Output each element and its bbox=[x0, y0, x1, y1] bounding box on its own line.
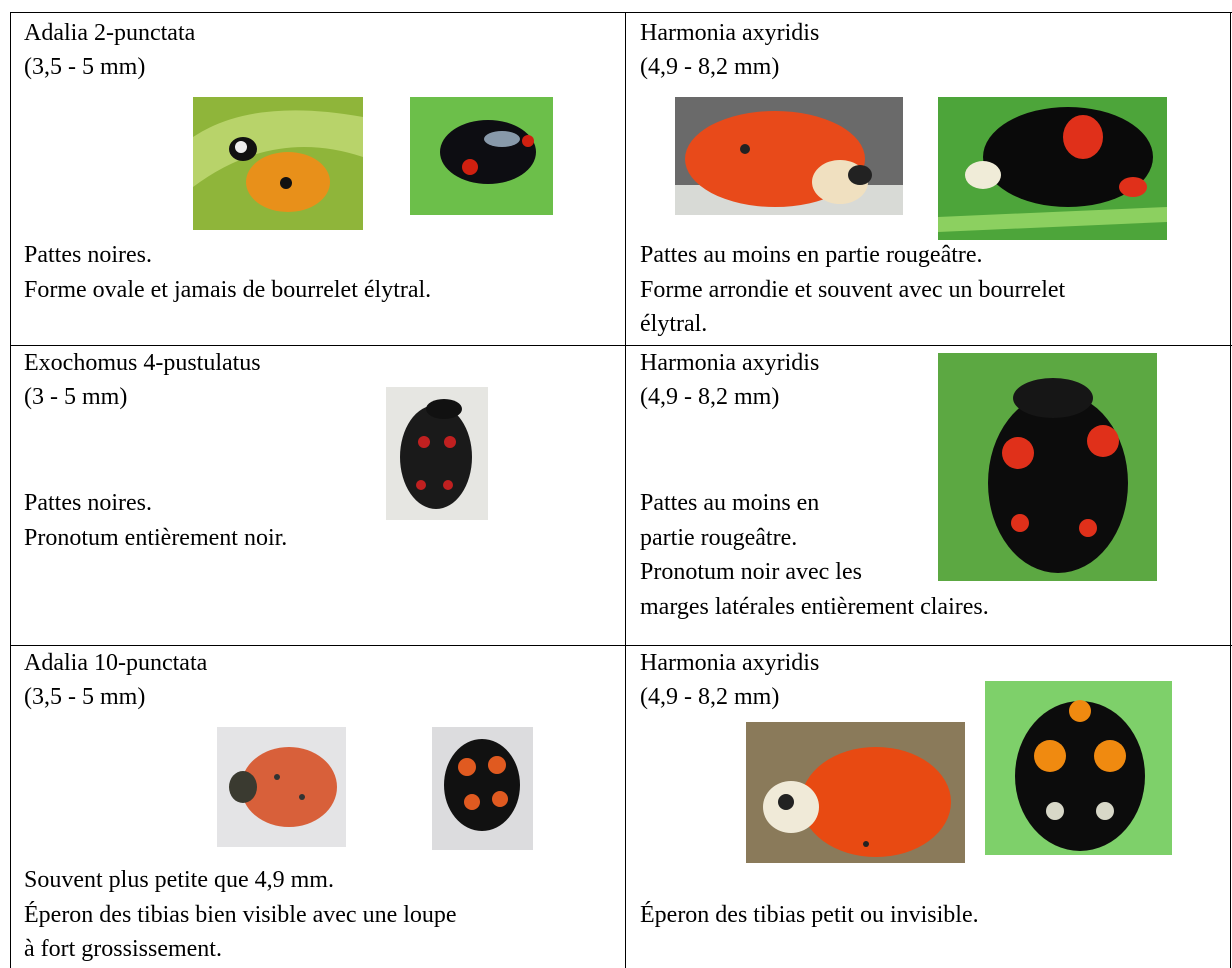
species-size: (3,5 - 5 mm) bbox=[24, 54, 146, 80]
description-line: Pattes au moins en bbox=[640, 490, 820, 516]
column-divider bbox=[625, 12, 626, 968]
species-size: (3 - 5 mm) bbox=[24, 384, 128, 410]
species-size: (4,9 - 8,2 mm) bbox=[640, 54, 780, 80]
photo bbox=[193, 97, 363, 230]
description-line: élytral. bbox=[640, 311, 708, 337]
species-size: (4,9 - 8,2 mm) bbox=[640, 384, 780, 410]
description-line: Souvent plus petite que 4,9 mm. bbox=[24, 867, 334, 893]
species-name: Adalia 2-punctata bbox=[24, 20, 196, 46]
description-line: Pattes noires. bbox=[24, 242, 152, 268]
species-name: Exochomus 4-pustulatus bbox=[24, 350, 261, 376]
photo bbox=[410, 97, 553, 215]
table-border bbox=[1230, 12, 1231, 968]
row-divider bbox=[10, 645, 1232, 646]
description-line: Éperon des tibias bien visible avec une … bbox=[24, 901, 457, 928]
species-name: Harmonia axyridis bbox=[640, 350, 820, 376]
photo bbox=[432, 727, 533, 850]
species-name: Harmonia axyridis bbox=[640, 650, 820, 676]
description-line: Forme ovale et jamais de bourrelet élytr… bbox=[24, 276, 432, 303]
photo bbox=[985, 681, 1172, 855]
row-divider bbox=[10, 345, 1232, 346]
photo bbox=[938, 97, 1167, 240]
species-name: Adalia 10-punctata bbox=[24, 650, 208, 676]
table-border bbox=[10, 12, 1232, 13]
photo bbox=[386, 387, 488, 520]
description-line: Pattes au moins en partie rougeâtre. bbox=[640, 242, 983, 268]
species-name: Harmonia axyridis bbox=[640, 20, 820, 46]
table-border bbox=[10, 12, 11, 968]
species-size: (4,9 - 8,2 mm) bbox=[640, 684, 780, 710]
description-line: partie rougeâtre. bbox=[640, 524, 798, 551]
photo bbox=[675, 97, 903, 215]
description-line: Éperon des tibias petit ou invisible. bbox=[640, 902, 979, 928]
description-line: Pattes noires. bbox=[24, 490, 152, 516]
species-size: (3,5 - 5 mm) bbox=[24, 684, 146, 710]
description-line: Pronotum entièrement noir. bbox=[24, 524, 288, 551]
photo bbox=[746, 722, 965, 863]
description-line: à fort grossissement. bbox=[24, 936, 222, 962]
photo bbox=[217, 727, 346, 847]
description-line: Forme arrondie et souvent avec un bourre… bbox=[640, 276, 1066, 303]
description-line: marges latérales entièrement claires. bbox=[640, 593, 989, 620]
photo bbox=[938, 353, 1157, 581]
description-line: Pronotum noir avec les bbox=[640, 559, 862, 585]
